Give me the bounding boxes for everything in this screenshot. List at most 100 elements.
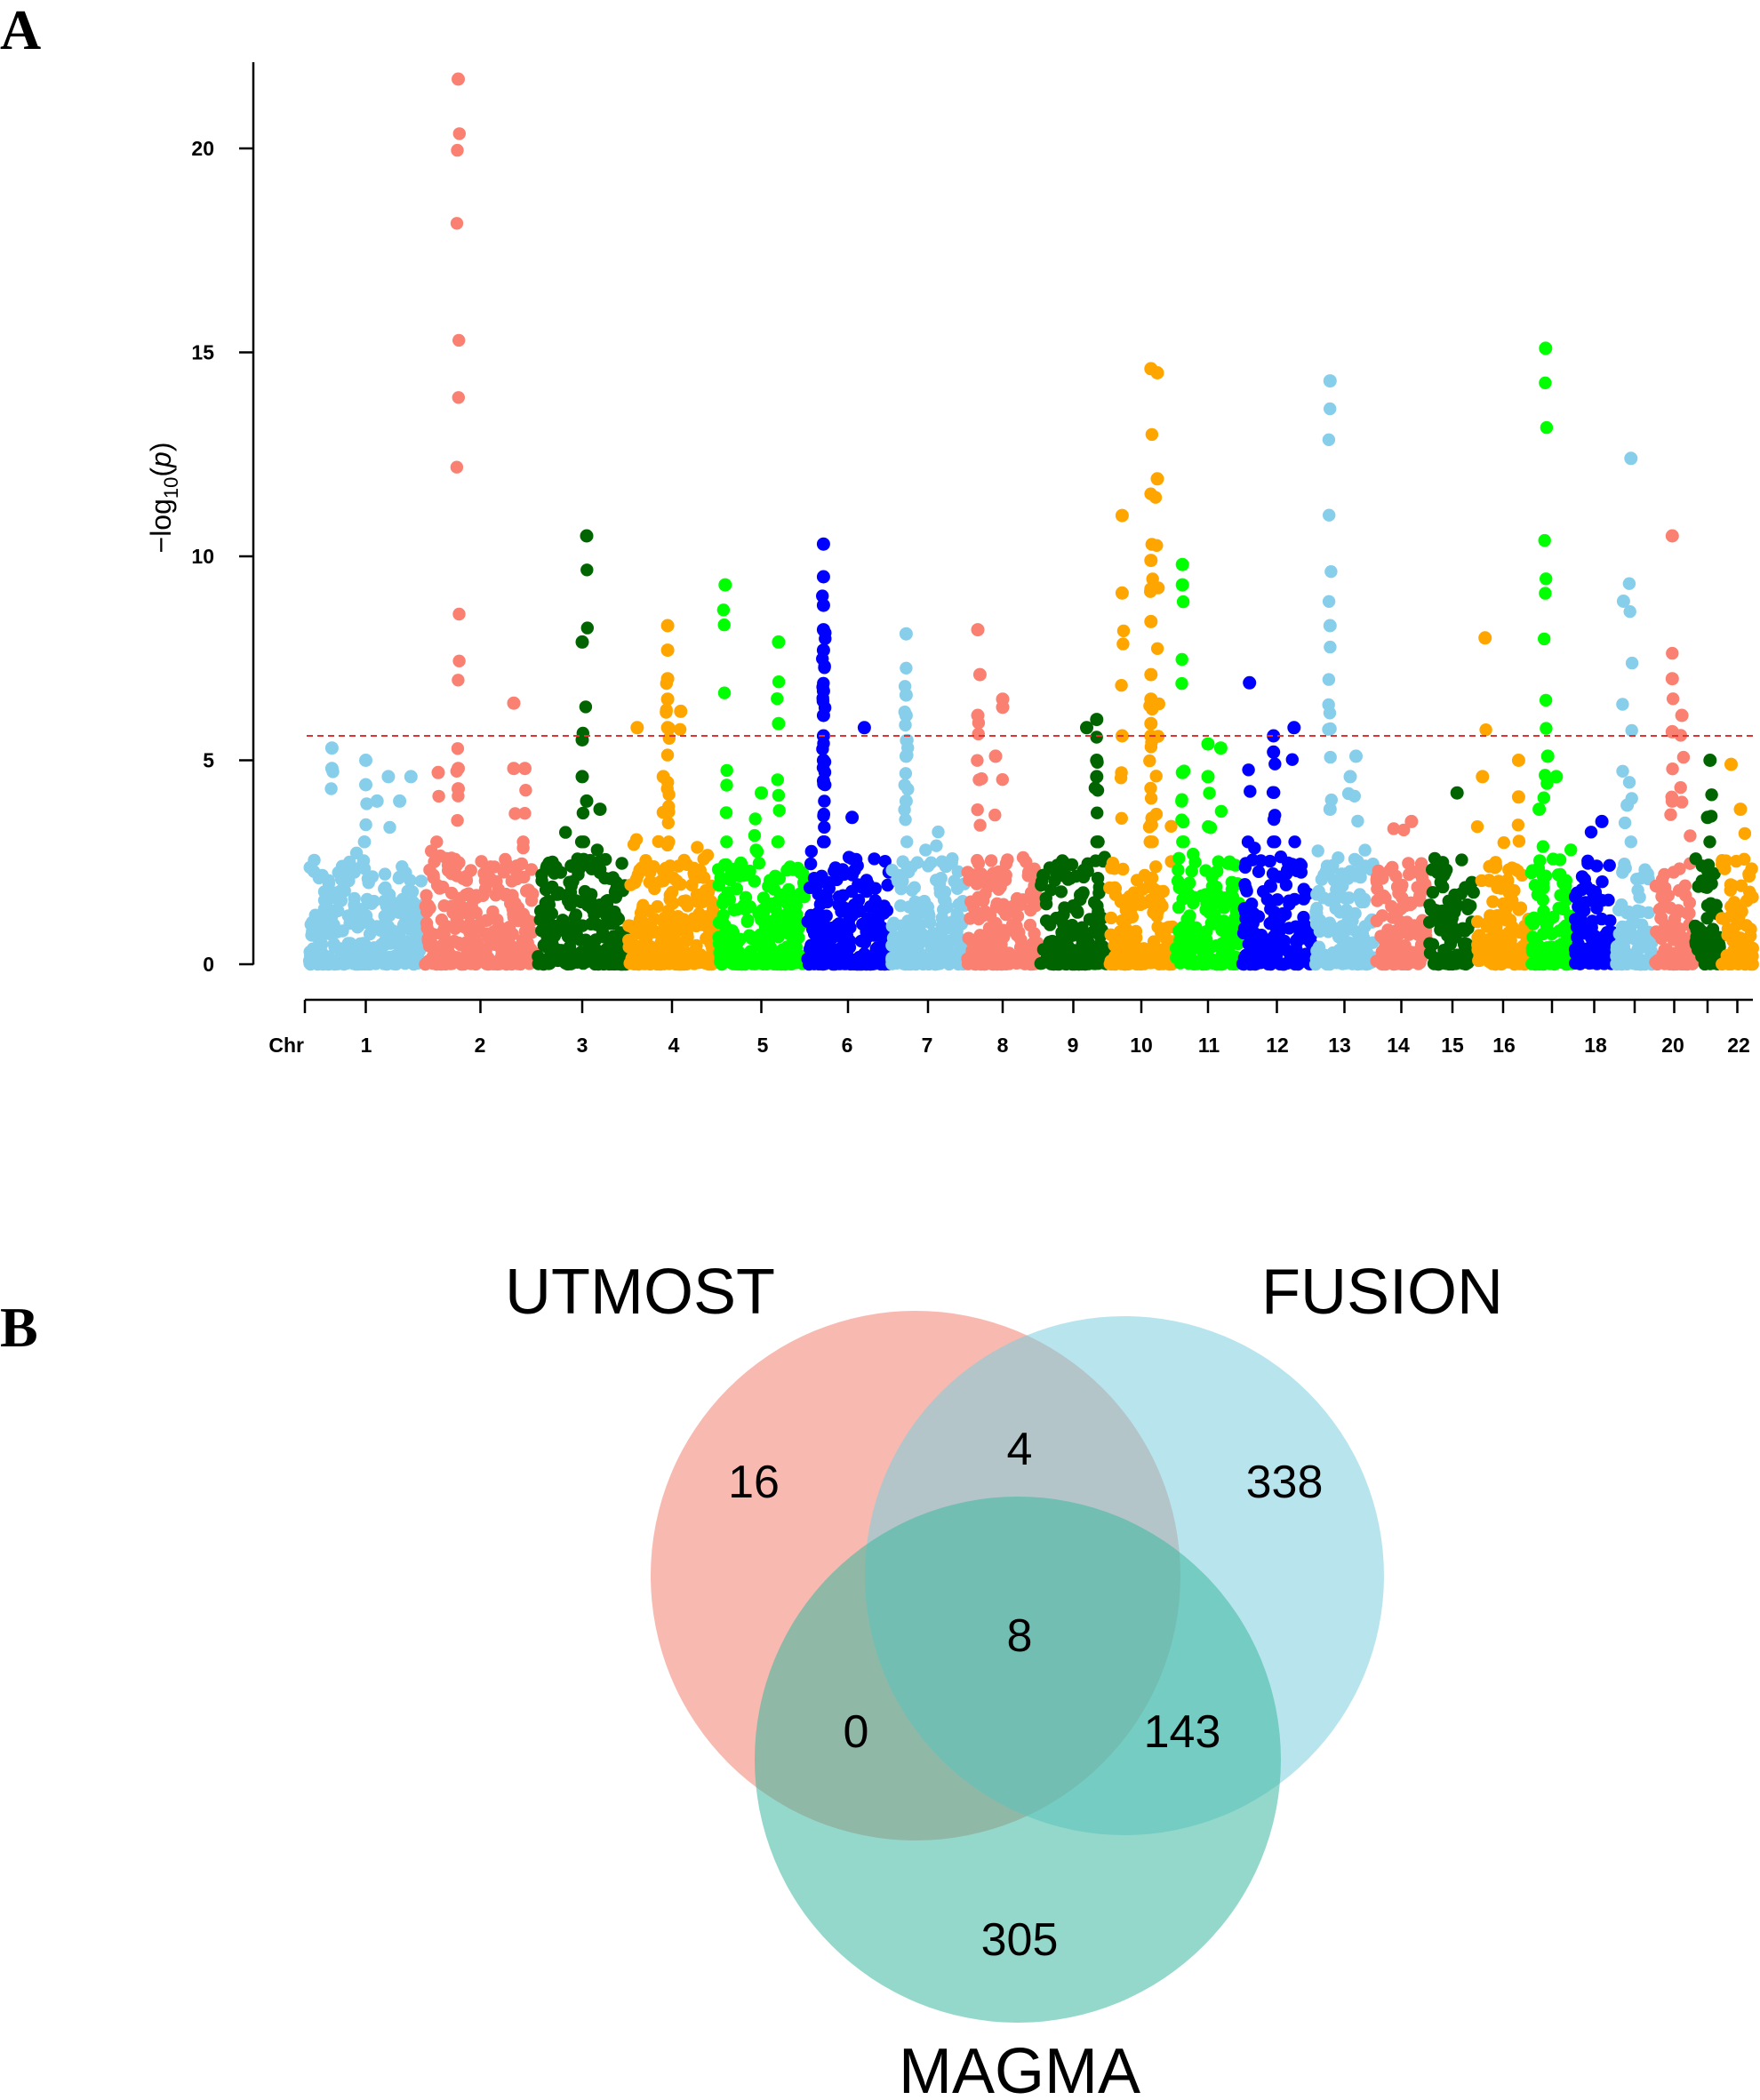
snp-point <box>1341 914 1355 929</box>
snp-point <box>1616 764 1629 778</box>
snp-point <box>1705 788 1718 802</box>
snp-point <box>1156 899 1169 913</box>
snp-point <box>1358 859 1372 873</box>
snp-point <box>1024 886 1038 899</box>
snp-point <box>1262 933 1276 947</box>
snp-point <box>1116 624 1131 638</box>
snp-peak-point <box>971 708 985 723</box>
snp-point <box>1586 914 1599 928</box>
snp-point <box>1353 888 1367 901</box>
snp-point <box>570 927 583 941</box>
snp-peak-point <box>324 762 339 776</box>
snp-point <box>933 882 947 895</box>
snp-point <box>1159 931 1173 946</box>
snp-point <box>1738 826 1752 841</box>
snp-point <box>1407 919 1421 932</box>
x-tick-label: 1 <box>361 1034 372 1057</box>
snp-point <box>1656 900 1669 914</box>
snp-point <box>1426 886 1440 899</box>
snp-peak-point <box>1323 802 1337 817</box>
snp-point <box>1288 835 1301 849</box>
snp-point <box>1191 935 1204 949</box>
snp-point <box>519 784 532 797</box>
venn-circle-fusion <box>865 1316 1384 1835</box>
snp-point <box>804 857 818 871</box>
snp-point <box>563 875 576 889</box>
snp-point <box>1270 941 1284 954</box>
snp-point <box>636 944 650 957</box>
snp-point <box>1228 936 1242 950</box>
snp-point <box>1008 955 1021 969</box>
snp-point <box>380 899 393 913</box>
snp-point <box>804 908 818 922</box>
snp-peak-point <box>1476 770 1490 784</box>
snp-peak-point <box>1144 692 1158 707</box>
snp-point <box>423 863 436 877</box>
snp-point <box>1695 924 1708 938</box>
snp-point <box>1145 736 1158 749</box>
snp-point <box>863 900 877 914</box>
snp-point <box>1624 954 1637 969</box>
snp-point <box>693 892 708 906</box>
snp-point <box>950 882 964 895</box>
snp-point <box>1539 587 1552 600</box>
snp-point <box>546 855 559 869</box>
snp-peak-point <box>1349 749 1363 763</box>
x-tick-label: 18 <box>1584 1034 1607 1057</box>
x-tick-label: 13 <box>1328 1034 1351 1057</box>
y-tick-label: 15 <box>191 341 214 364</box>
snp-point <box>564 885 578 899</box>
snp-point <box>1740 919 1753 932</box>
snp-point <box>404 937 417 951</box>
snp-point <box>1537 791 1551 804</box>
snp-point <box>1402 857 1415 870</box>
snp-peak-point <box>1150 472 1164 486</box>
snp-point <box>511 914 525 928</box>
venn-count-fusion-magma: 143 <box>1144 1706 1221 1758</box>
snp-point <box>675 955 689 969</box>
snp-point <box>984 854 998 867</box>
snp-point <box>1359 957 1373 971</box>
snp-peak-point <box>816 774 830 787</box>
snp-point <box>825 931 838 946</box>
snp-point <box>1526 930 1540 944</box>
snp-point <box>452 654 466 667</box>
snp-point <box>940 859 953 874</box>
snp-peak-point <box>452 72 465 86</box>
snp-point <box>1322 595 1336 608</box>
snp-point <box>1588 885 1603 898</box>
snp-point <box>449 858 462 873</box>
snp-point <box>1485 916 1500 930</box>
snp-point <box>1596 875 1609 889</box>
snp-point <box>900 661 913 675</box>
snp-point <box>1202 819 1215 834</box>
snp-point <box>643 875 656 889</box>
snp-point <box>1077 863 1091 877</box>
snp-point <box>771 949 785 962</box>
x-tick-label: 16 <box>1492 1034 1516 1057</box>
panel-letter-b: B <box>0 1296 38 1359</box>
snp-point <box>1455 853 1468 866</box>
snp-point <box>1182 912 1196 926</box>
snp-peak-point <box>1665 794 1679 808</box>
snp-point <box>377 939 390 953</box>
snp-point <box>1638 933 1652 947</box>
x-tick-label: 14 <box>1387 1034 1410 1057</box>
venn-count-all-three: 8 <box>1007 1610 1033 1662</box>
snp-point <box>593 855 606 868</box>
snp-point <box>1674 781 1687 794</box>
snp-point <box>1203 787 1216 800</box>
snp-point <box>778 922 791 936</box>
snp-point <box>685 878 699 892</box>
snp-point <box>577 835 590 849</box>
snp-peak-point <box>1267 729 1281 743</box>
snp-point <box>511 901 525 914</box>
snp-point <box>1054 885 1068 898</box>
snp-point <box>601 894 614 907</box>
snp-peak-point <box>772 635 786 649</box>
snp-point <box>992 954 1006 967</box>
snp-point <box>1076 938 1089 952</box>
snp-point <box>1175 794 1188 808</box>
snp-peak-point <box>1243 675 1257 690</box>
snp-peak-point <box>816 623 830 637</box>
